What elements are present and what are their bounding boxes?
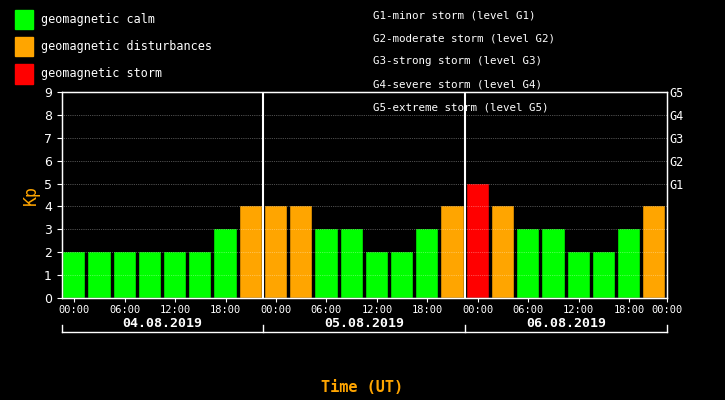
Bar [189,252,212,298]
Text: G5-extreme storm (level G5): G5-extreme storm (level G5) [373,103,549,113]
Bar [265,206,287,298]
Bar [315,229,338,298]
Text: geomagnetic disturbances: geomagnetic disturbances [41,40,212,53]
Text: 04.08.2019: 04.08.2019 [123,317,202,330]
Bar [467,184,489,298]
Bar [240,206,262,298]
Bar [643,206,666,298]
Bar [341,229,362,298]
Text: G3-strong storm (level G3): G3-strong storm (level G3) [373,56,542,66]
Bar [138,252,161,298]
Bar [215,229,236,298]
Text: 06.08.2019: 06.08.2019 [526,317,606,330]
Text: G1-minor storm (level G1): G1-minor storm (level G1) [373,10,536,20]
Bar [618,229,640,298]
Text: 05.08.2019: 05.08.2019 [324,317,405,330]
Bar [88,252,110,298]
Bar [593,252,615,298]
Bar [164,252,186,298]
Bar [63,252,86,298]
Text: geomagnetic calm: geomagnetic calm [41,13,155,26]
Text: Time (UT): Time (UT) [321,380,404,395]
Text: G4-severe storm (level G4): G4-severe storm (level G4) [373,80,542,90]
Text: G2-moderate storm (level G2): G2-moderate storm (level G2) [373,33,555,43]
Bar [366,252,388,298]
Bar [517,229,539,298]
Bar [442,206,464,298]
Bar [542,229,565,298]
Bar [391,252,413,298]
Bar [492,206,514,298]
Bar [568,252,590,298]
Text: geomagnetic storm: geomagnetic storm [41,67,162,80]
Bar [290,206,312,298]
Bar [114,252,136,298]
Y-axis label: Kp: Kp [22,185,40,205]
Bar [416,229,439,298]
